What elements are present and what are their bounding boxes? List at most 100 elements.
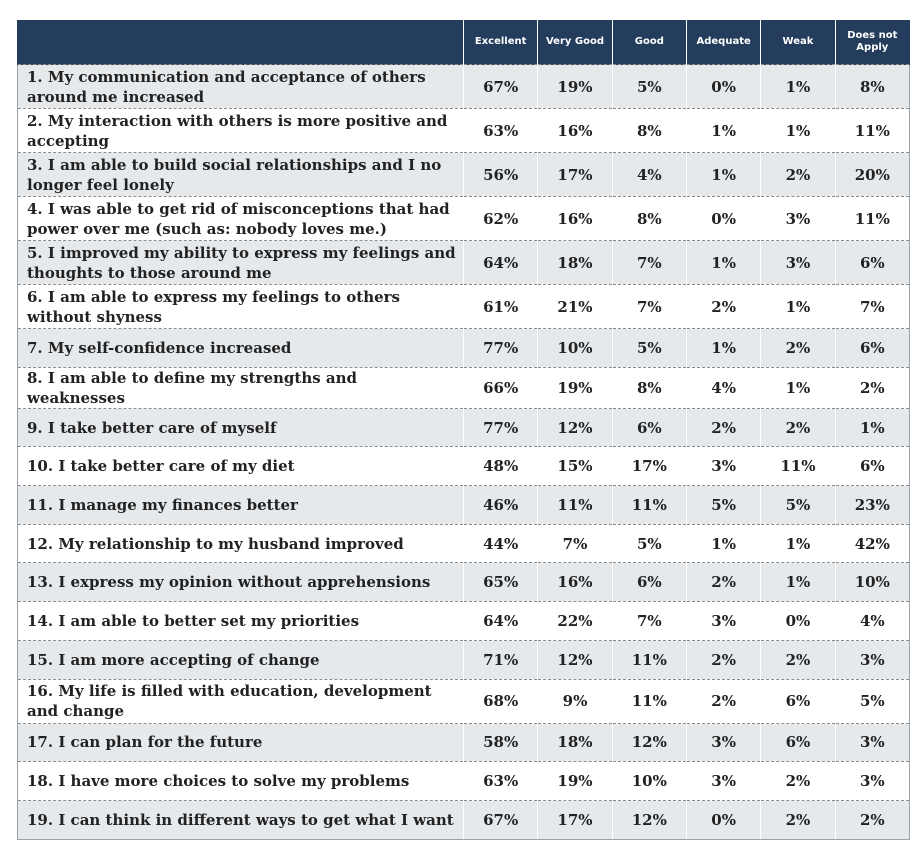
value-cell-weak: 1% bbox=[760, 366, 836, 409]
value-cell-does-not-apply: 3% bbox=[834, 722, 910, 763]
value-cell-very-good: 17% bbox=[537, 152, 613, 197]
value-cell-adequate: 3% bbox=[685, 446, 762, 487]
value-cell-good: 6% bbox=[611, 562, 687, 603]
value-cell-excellent: 77% bbox=[462, 328, 539, 368]
statement-cell: 5. I improved my ability to express my f… bbox=[17, 240, 464, 285]
table-row: 15. I am more accepting of change 71% 12% 1… bbox=[17, 639, 910, 680]
header-excellent: Excellent bbox=[463, 20, 539, 65]
value-cell-does-not-apply: 42% bbox=[834, 523, 910, 564]
value-cell-adequate: 2% bbox=[685, 407, 762, 448]
value-cell-does-not-apply: 6% bbox=[834, 240, 910, 285]
value-cell-does-not-apply: 7% bbox=[834, 284, 910, 329]
value-cell-adequate: 2% bbox=[685, 678, 762, 724]
value-cell-good: 17% bbox=[611, 446, 687, 487]
value-cell-very-good: 16% bbox=[537, 562, 613, 603]
table-row: 1. My communication and acceptance of ot… bbox=[17, 64, 910, 109]
survey-results-table-container: Excellent Very Good Good Adequate Weak D… bbox=[17, 20, 910, 840]
statement-cell: 10. I take better care of my diet bbox=[17, 446, 464, 487]
value-cell-very-good: 12% bbox=[537, 407, 613, 448]
value-cell-weak: 11% bbox=[760, 446, 836, 487]
header-good: Good bbox=[612, 20, 687, 65]
value-cell-weak: 3% bbox=[760, 240, 836, 285]
table-row: 4. I was able to get rid of misconceptio… bbox=[17, 196, 910, 241]
table-row: 19. I can think in different ways to get… bbox=[17, 799, 910, 840]
value-cell-does-not-apply: 11% bbox=[834, 108, 910, 153]
value-cell-good: 10% bbox=[611, 761, 687, 801]
statement-cell: 6. I am able to express my feelings to o… bbox=[17, 284, 464, 329]
table-row: 14. I am able to better set my prioritie… bbox=[17, 601, 910, 641]
statement-cell: 8. I am able to define my strengths and … bbox=[17, 366, 464, 409]
value-cell-very-good: 17% bbox=[537, 799, 613, 840]
value-cell-good: 7% bbox=[611, 601, 687, 641]
statement-cell: 7. My self-confidence increased bbox=[17, 328, 464, 368]
value-cell-very-good: 12% bbox=[537, 639, 613, 680]
table-row: 2. My interaction with others is more po… bbox=[17, 108, 910, 153]
statement-cell: 16. My life is filled with education, de… bbox=[17, 678, 464, 724]
statement-cell: 3. I am able to build social relationshi… bbox=[17, 152, 464, 197]
value-cell-weak: 1% bbox=[760, 562, 836, 603]
value-cell-very-good: 9% bbox=[537, 678, 613, 724]
value-cell-excellent: 64% bbox=[462, 240, 539, 285]
value-cell-does-not-apply: 10% bbox=[834, 562, 910, 603]
table-row: 7. My self-confidence increased 77% 10% 5% 1… bbox=[17, 328, 910, 368]
statement-cell: 4. I was able to get rid of misconceptio… bbox=[17, 196, 464, 241]
value-cell-excellent: 63% bbox=[462, 108, 539, 153]
value-cell-very-good: 19% bbox=[537, 64, 613, 109]
value-cell-excellent: 56% bbox=[462, 152, 539, 197]
value-cell-good: 8% bbox=[611, 108, 687, 153]
value-cell-does-not-apply: 4% bbox=[834, 601, 910, 641]
table-row: 16. My life is filled with education, de… bbox=[17, 678, 910, 724]
statement-cell: 12. My relationship to my husband improv… bbox=[17, 523, 464, 564]
value-cell-does-not-apply: 2% bbox=[834, 799, 910, 840]
value-cell-adequate: 4% bbox=[685, 366, 762, 409]
value-cell-good: 11% bbox=[611, 639, 687, 680]
statement-cell: 9. I take better care of myself bbox=[17, 407, 464, 448]
value-cell-excellent: 67% bbox=[462, 64, 539, 109]
value-cell-excellent: 63% bbox=[462, 761, 539, 801]
table-body: 1. My communication and acceptance of ot… bbox=[17, 64, 910, 840]
value-cell-weak: 1% bbox=[760, 284, 836, 329]
value-cell-weak: 6% bbox=[760, 722, 836, 763]
statement-cell: 13. I express my opinion without apprehe… bbox=[17, 562, 464, 603]
table-row: 18. I have more choices to solve my prob… bbox=[17, 761, 910, 801]
value-cell-does-not-apply: 2% bbox=[834, 366, 910, 409]
statement-cell: 18. I have more choices to solve my prob… bbox=[17, 761, 464, 801]
header-row: Excellent Very Good Good Adequate Weak D… bbox=[17, 20, 910, 65]
value-cell-very-good: 10% bbox=[537, 328, 613, 368]
value-cell-excellent: 64% bbox=[462, 601, 539, 641]
value-cell-does-not-apply: 3% bbox=[834, 639, 910, 680]
value-cell-does-not-apply: 6% bbox=[834, 446, 910, 487]
value-cell-good: 7% bbox=[611, 284, 687, 329]
value-cell-good: 12% bbox=[611, 799, 687, 840]
value-cell-adequate: 1% bbox=[685, 240, 762, 285]
table-row: 11. I manage my finances better 46% 11% 11%… bbox=[17, 485, 910, 525]
table-row: 10. I take better care of my diet 48% 15% 1… bbox=[17, 446, 910, 487]
value-cell-adequate: 0% bbox=[685, 64, 762, 109]
value-cell-good: 5% bbox=[611, 328, 687, 368]
value-cell-good: 11% bbox=[611, 485, 687, 525]
value-cell-excellent: 58% bbox=[462, 722, 539, 763]
value-cell-adequate: 1% bbox=[685, 108, 762, 153]
table-row: 17. I can plan for the future 58% 18% 12% 3%… bbox=[17, 722, 910, 763]
statement-cell: 2. My interaction with others is more po… bbox=[17, 108, 464, 153]
statement-cell: 15. I am more accepting of change bbox=[17, 639, 464, 680]
statement-cell: 11. I manage my finances better bbox=[17, 485, 464, 525]
value-cell-adequate: 1% bbox=[685, 152, 762, 197]
value-cell-very-good: 16% bbox=[537, 108, 613, 153]
header-very-good: Very Good bbox=[537, 20, 613, 65]
statement-cell: 17. I can plan for the future bbox=[17, 722, 464, 763]
value-cell-excellent: 77% bbox=[462, 407, 539, 448]
header-weak: Weak bbox=[760, 20, 836, 65]
statement-cell: 14. I am able to better set my prioritie… bbox=[17, 601, 464, 641]
value-cell-very-good: 22% bbox=[537, 601, 613, 641]
value-cell-does-not-apply: 11% bbox=[834, 196, 910, 241]
value-cell-adequate: 0% bbox=[685, 196, 762, 241]
value-cell-weak: 3% bbox=[760, 196, 836, 241]
value-cell-adequate: 0% bbox=[685, 799, 762, 840]
value-cell-does-not-apply: 6% bbox=[834, 328, 910, 368]
value-cell-excellent: 46% bbox=[462, 485, 539, 525]
value-cell-excellent: 66% bbox=[462, 366, 539, 409]
value-cell-weak: 1% bbox=[760, 108, 836, 153]
value-cell-weak: 0% bbox=[760, 601, 836, 641]
value-cell-excellent: 62% bbox=[462, 196, 539, 241]
